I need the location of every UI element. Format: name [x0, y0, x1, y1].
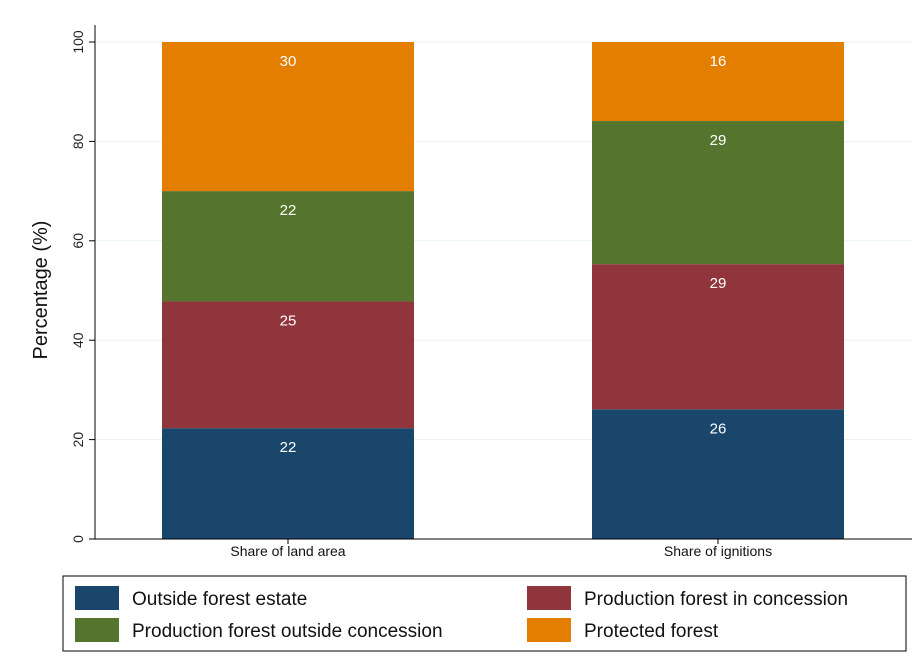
y-axis-label: Percentage (%) — [30, 221, 52, 360]
x-category-labels: Share of land area Share of ignitions — [230, 539, 772, 559]
y-tick-label: 60 — [70, 233, 86, 249]
y-ticks: 0 20 40 60 80 100 — [70, 30, 95, 543]
bar-segment — [162, 191, 414, 302]
legend-label: Protected forest — [584, 621, 719, 642]
bar-value-label: 25 — [280, 312, 297, 329]
y-tick-label: 80 — [70, 133, 86, 149]
legend-swatch — [527, 618, 571, 642]
bar-value-label: 29 — [710, 132, 727, 149]
bars — [162, 42, 844, 539]
x-category-label: Share of ignitions — [664, 543, 772, 559]
legend-label: Production forest in concession — [584, 589, 848, 610]
bar-value-label: 29 — [710, 275, 727, 292]
bar-segment — [592, 42, 844, 122]
y-tick-label: 0 — [70, 535, 86, 543]
x-category-label: Share of land area — [230, 543, 345, 559]
legend: Outside forest estate Production forest i… — [75, 586, 848, 642]
bar-value-label: 22 — [280, 202, 297, 219]
y-tick-label: 20 — [70, 432, 86, 448]
y-tick-label: 100 — [70, 30, 86, 54]
bar-segment — [592, 264, 844, 410]
data-labels: 22 25 22 30 26 29 29 16 — [280, 53, 727, 456]
legend-swatch — [75, 618, 119, 642]
legend-label: Outside forest estate — [132, 589, 307, 610]
bar-value-label: 26 — [710, 420, 727, 437]
bar-segment — [162, 42, 414, 192]
bar-segment — [162, 301, 414, 429]
bar-value-label: 22 — [280, 439, 297, 456]
legend-label: Production forest outside concession — [132, 621, 443, 642]
bar-segment — [592, 121, 844, 265]
bar-value-label: 30 — [280, 53, 297, 70]
legend-swatch — [527, 586, 571, 610]
y-tick-label: 40 — [70, 332, 86, 348]
legend-swatch — [75, 586, 119, 610]
legend-box — [62, 575, 907, 652]
bar-segment — [162, 428, 414, 539]
bar-value-label: 16 — [710, 53, 727, 70]
bar-segment — [592, 409, 844, 539]
